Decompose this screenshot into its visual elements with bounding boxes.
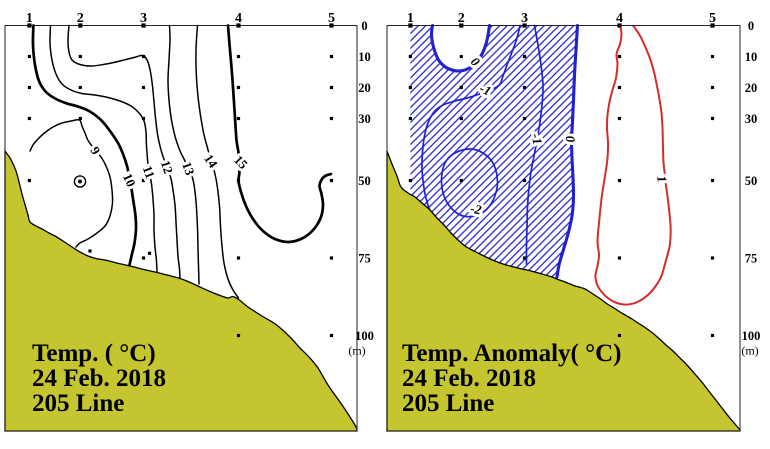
svg-text:4: 4 (616, 11, 623, 26)
svg-text:75: 75 (745, 252, 758, 266)
svg-text:205 Line: 205 Line (32, 390, 124, 417)
svg-text:Temp. Anomaly( °C): Temp. Anomaly( °C) (402, 340, 622, 367)
svg-text:24 Feb. 2018: 24 Feb. 2018 (402, 365, 536, 392)
svg-text:5: 5 (328, 11, 335, 26)
svg-text:100: 100 (355, 329, 374, 343)
svg-text:10: 10 (358, 50, 371, 64)
svg-text:30: 30 (745, 112, 758, 126)
svg-text:(m): (m) (348, 344, 365, 358)
svg-text:Temp. ( °C): Temp. ( °C) (32, 340, 156, 367)
svg-text:20: 20 (745, 81, 758, 95)
svg-text:-2: -2 (469, 201, 483, 218)
svg-text:205 Line: 205 Line (402, 390, 494, 417)
svg-text:0: 0 (361, 19, 367, 33)
svg-text:0: 0 (748, 19, 754, 33)
svg-text:20: 20 (358, 81, 371, 95)
svg-text:1: 1 (407, 11, 414, 26)
svg-text:50: 50 (745, 174, 758, 188)
svg-text:10: 10 (745, 50, 758, 64)
svg-text:2: 2 (458, 11, 465, 26)
svg-text:5: 5 (709, 11, 716, 26)
svg-text:100: 100 (742, 329, 761, 343)
svg-text:3: 3 (521, 11, 528, 26)
svg-text:1: 1 (26, 11, 33, 26)
svg-text:(m): (m) (741, 344, 758, 358)
svg-text:75: 75 (358, 252, 371, 266)
svg-text:50: 50 (358, 174, 371, 188)
svg-text:4: 4 (235, 11, 242, 26)
svg-text:3: 3 (140, 11, 147, 26)
svg-text:24 Feb. 2018: 24 Feb. 2018 (32, 365, 166, 392)
svg-text:2: 2 (77, 11, 84, 26)
svg-text:30: 30 (358, 112, 371, 126)
